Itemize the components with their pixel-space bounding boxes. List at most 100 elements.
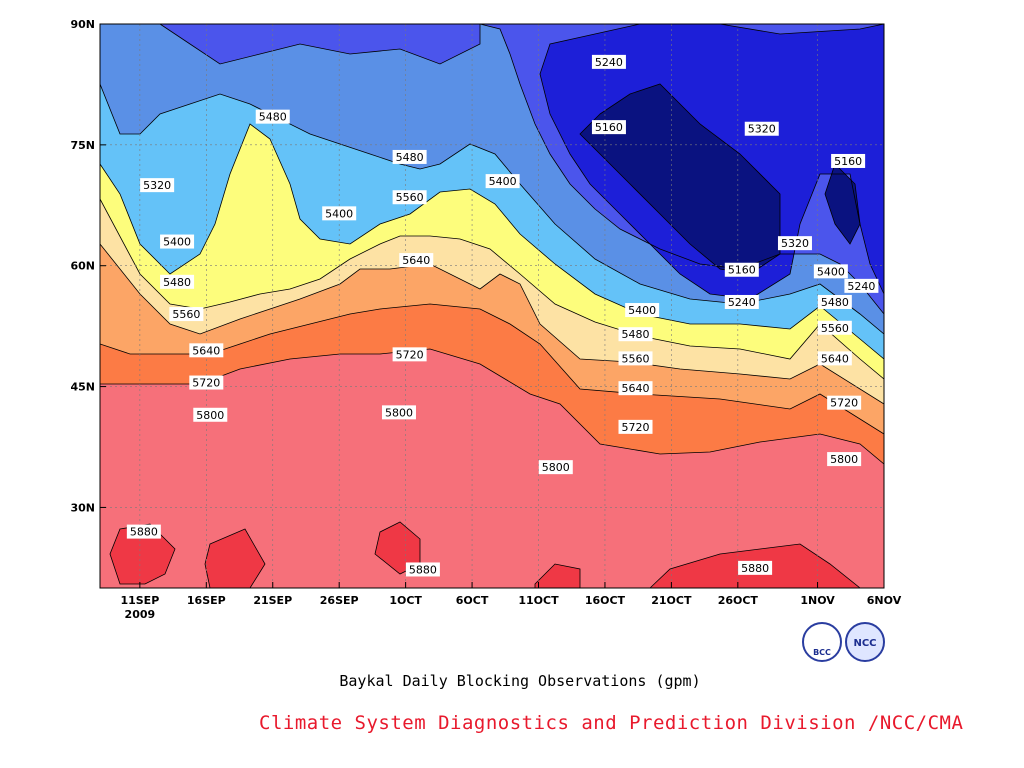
x-tick-label: 21OCT <box>651 594 692 607</box>
contour-label-text: 5800 <box>385 406 413 419</box>
contour-label: 5400 <box>813 264 848 279</box>
x-tick-label: 11SEP <box>120 594 159 607</box>
contour-label-box <box>193 407 228 422</box>
contour-label-box <box>169 307 204 322</box>
contour-label-text: 5560 <box>396 191 424 204</box>
contour-label-box <box>322 206 357 221</box>
contour-label-text: 5720 <box>192 377 220 390</box>
contour-label: 5880 <box>126 524 161 539</box>
contour-band-gt5880 <box>110 522 860 588</box>
contour-label-box <box>738 560 773 575</box>
contour-label: 5720 <box>189 375 224 390</box>
contour-label-text: 5160 <box>595 121 623 134</box>
contour-label-box <box>591 120 626 135</box>
contour-label-text: 5880 <box>409 563 437 576</box>
contour-label-box <box>392 190 427 205</box>
contour-label-box <box>160 274 195 289</box>
contour-label-text: 5480 <box>259 111 287 124</box>
contour-label-box <box>817 294 852 309</box>
chart-caption: Baykal Daily Blocking Observations (gpm) <box>339 672 701 690</box>
contour-label-box <box>392 149 427 164</box>
contour-label: 5160 <box>831 153 866 168</box>
contour-label: 5720 <box>618 419 653 434</box>
contour-label: 5640 <box>399 253 434 268</box>
contour-label-box <box>724 262 759 277</box>
contour-line-b5560 <box>99 23 885 405</box>
x-tick-label: 6NOV <box>867 594 902 607</box>
contour-label: 5640 <box>618 381 653 396</box>
contour-label-box <box>744 121 779 136</box>
contour-label-box <box>618 327 653 342</box>
contour-label-box <box>831 153 866 168</box>
contour-label-box <box>405 562 440 577</box>
contour-label-box <box>485 174 520 189</box>
plot-frame <box>99 23 885 589</box>
contour-label-box <box>189 343 224 358</box>
contour-label-box <box>844 278 879 293</box>
contour-label: 5560 <box>618 351 653 366</box>
contour-label-box <box>189 375 224 390</box>
contour-label: 5240 <box>724 294 759 309</box>
x-tick-label: 16SEP <box>187 594 226 607</box>
contour-line-b5400 <box>99 23 885 360</box>
contour-label: 5320 <box>777 236 812 251</box>
contour-label: 5640 <box>817 351 852 366</box>
y-tick-label: 75N <box>70 139 95 152</box>
contour-band-lt5160 <box>580 84 860 274</box>
contour-label-box <box>827 395 862 410</box>
contour-label-box <box>813 264 848 279</box>
bcc-logo: BCC <box>802 622 842 662</box>
contour-label: 5480 <box>392 149 427 164</box>
contour-label-box <box>827 452 862 467</box>
x-tick-year: 2009 <box>125 608 156 621</box>
contour-label-text: 5800 <box>196 409 224 422</box>
ncc-logo-text: NCC <box>853 638 877 649</box>
contour-label-box <box>618 381 653 396</box>
contour-label-box <box>392 347 427 362</box>
contour-label-text: 5480 <box>821 296 849 309</box>
x-tick-label: 11OCT <box>518 594 559 607</box>
contour-label-text: 5640 <box>821 352 849 365</box>
contour-line-b5480 <box>99 23 885 380</box>
contour-line-b5720 <box>99 23 885 465</box>
contour-label: 5400 <box>160 234 195 249</box>
x-tick-label: 1OCT <box>389 594 422 607</box>
contour-label-text: 5640 <box>192 344 220 357</box>
contour-label-text: 5480 <box>163 276 191 289</box>
contour-label: 5800 <box>381 405 416 420</box>
contour-label-text: 5720 <box>396 348 424 361</box>
contour-label: 5240 <box>844 278 879 293</box>
contour-label-box <box>126 524 161 539</box>
contour-label: 5320 <box>744 121 779 136</box>
contour-label: 5480 <box>255 109 290 124</box>
contour-label-text: 5880 <box>130 526 158 539</box>
contour-label-box <box>538 460 573 475</box>
contour-label-text: 5720 <box>830 397 858 410</box>
contour-label-box <box>618 351 653 366</box>
contour-label-text: 5320 <box>781 237 809 250</box>
contour-label-box <box>160 234 195 249</box>
contour-label-text: 5400 <box>489 175 517 188</box>
contour-labels: 5240 5160 5320 5480 5480 5320 5400 5560 5400 5160… <box>126 54 879 577</box>
contour-bands <box>100 24 884 588</box>
y-tick-label: 30N <box>70 501 95 514</box>
y-tick-label: 45N <box>70 381 95 394</box>
contour-label: 5320 <box>140 178 175 193</box>
contour-label-box <box>625 303 660 318</box>
contour-label: 5400 <box>322 206 357 221</box>
contour-label-text: 5560 <box>172 308 200 321</box>
contour-label-text: 5400 <box>163 236 191 249</box>
x-tick-label: 6OCT <box>456 594 489 607</box>
contour-label: 5160 <box>724 262 759 277</box>
contour-line-b5160 <box>539 23 885 300</box>
contour-label: 5560 <box>817 320 852 335</box>
x-tick-label: 21SEP <box>253 594 292 607</box>
contour-label: 5400 <box>485 174 520 189</box>
contour-label-box <box>724 294 759 309</box>
contour-label-text: 5880 <box>741 562 769 575</box>
contour-label-text: 5240 <box>595 56 623 69</box>
contour-label: 5720 <box>827 395 862 410</box>
contour-label-text: 5400 <box>325 207 353 220</box>
contour-label-text: 5400 <box>628 304 656 317</box>
